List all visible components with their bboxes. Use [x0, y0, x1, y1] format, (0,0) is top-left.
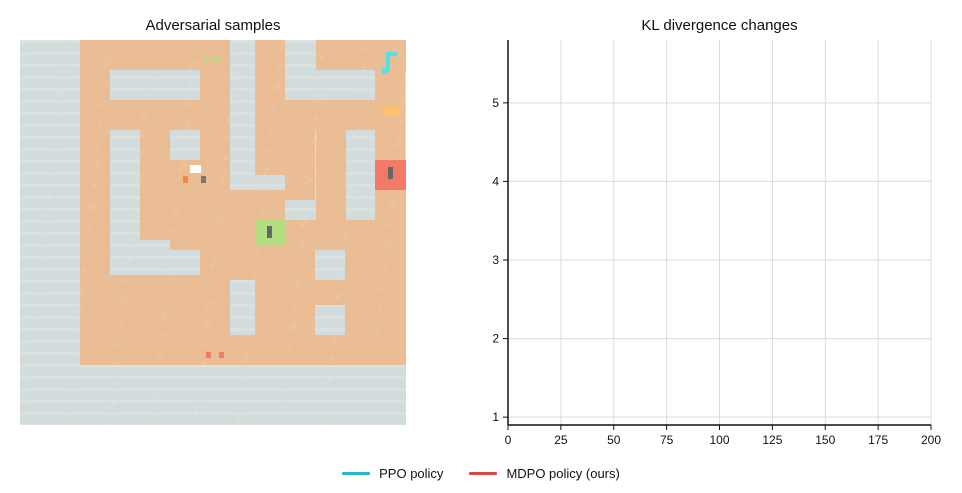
kl-chart-title: KL divergence changes — [641, 17, 798, 34]
y-tick-label: 3 — [492, 253, 499, 267]
x-tick-label: 175 — [868, 433, 888, 447]
legend-item-mdpo: MDPO policy (ours) — [469, 465, 620, 481]
legend-swatch-ppo — [342, 471, 371, 475]
x-tick-label: 150 — [815, 433, 835, 447]
legend-label-ppo: PPO policy — [379, 465, 444, 481]
legend: PPO policy MDPO policy (ours) — [0, 462, 962, 484]
y-tick-label: 5 — [492, 96, 499, 110]
x-tick-label: 125 — [762, 433, 782, 447]
x-tick-label: 0 — [505, 433, 512, 447]
x-tick-label: 100 — [709, 433, 729, 447]
maze-image — [20, 40, 406, 425]
y-tick-label: 2 — [492, 332, 499, 346]
y-tick-label: 4 — [492, 174, 499, 188]
adversarial-samples-title: Adversarial samples — [145, 17, 281, 34]
legend-label-mdpo: MDPO policy (ours) — [506, 465, 620, 481]
x-tick-label: 50 — [607, 433, 621, 447]
x-tick-label: 200 — [921, 433, 941, 447]
x-tick-label: 75 — [660, 433, 674, 447]
legend-item-ppo: PPO policy — [342, 466, 443, 481]
legend-swatch-mdpo — [469, 471, 498, 475]
x-tick-label: 25 — [554, 433, 568, 447]
y-tick-label: 1 — [492, 410, 499, 424]
kl-divergence-chart: 0 25 50 75 100 125 150 175 200 1 2 3 4 5 — [492, 40, 941, 447]
